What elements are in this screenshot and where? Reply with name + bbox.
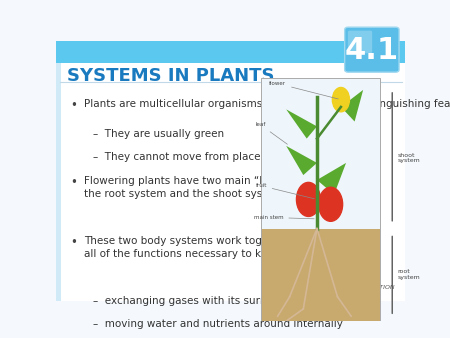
Text: •: •	[70, 99, 77, 112]
Text: SYSTEMS IN PLANTS: SYSTEMS IN PLANTS	[67, 67, 274, 84]
Text: •: •	[70, 176, 77, 189]
FancyBboxPatch shape	[56, 63, 61, 301]
Text: shoot
system: shoot system	[397, 153, 420, 164]
Text: •: •	[70, 236, 77, 249]
FancyBboxPatch shape	[56, 41, 405, 63]
Text: NELSON   EDUCATION: NELSON EDUCATION	[326, 285, 395, 290]
Polygon shape	[317, 163, 346, 195]
Text: –  exchanging gases with its surroundings: – exchanging gases with its surroundings	[93, 296, 312, 306]
Text: 4.1: 4.1	[345, 37, 399, 66]
FancyBboxPatch shape	[56, 63, 405, 301]
Circle shape	[333, 88, 350, 112]
Text: leaf: leaf	[256, 122, 288, 144]
Text: Plants are multicellular organisms with two obvious distinguishing features:: Plants are multicellular organisms with …	[84, 99, 450, 109]
Text: These two body systems work together to perform
all of the functions necessary t: These two body systems work together to …	[84, 236, 359, 259]
Polygon shape	[341, 90, 363, 122]
FancyBboxPatch shape	[261, 228, 380, 321]
FancyBboxPatch shape	[348, 31, 372, 53]
Circle shape	[319, 187, 342, 221]
Text: –  They are usually green: – They are usually green	[93, 129, 224, 139]
Polygon shape	[286, 146, 317, 175]
Polygon shape	[286, 110, 317, 139]
FancyBboxPatch shape	[345, 27, 399, 72]
Text: fruit: fruit	[256, 183, 314, 199]
Text: main stem: main stem	[254, 215, 314, 220]
Text: Flowering plants have two main “body systems:”
the root system and the shoot sys: Flowering plants have two main “body sys…	[84, 176, 341, 199]
FancyBboxPatch shape	[261, 78, 380, 228]
Text: –  moving water and nutrients around internally: – moving water and nutrients around inte…	[93, 319, 343, 329]
Text: flower: flower	[269, 81, 338, 99]
Circle shape	[297, 183, 320, 216]
Text: root
system: root system	[397, 269, 420, 280]
Text: –  They cannot move from place to place.: – They cannot move from place to place.	[93, 152, 309, 163]
